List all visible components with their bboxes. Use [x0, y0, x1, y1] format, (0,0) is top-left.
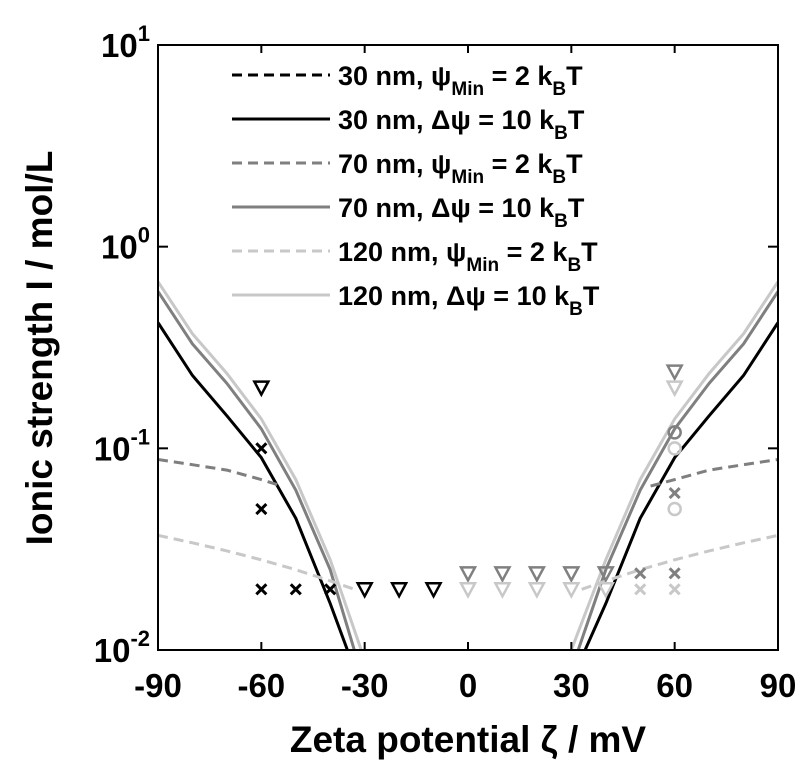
marker-triangle-down-4-5: [665, 380, 684, 398]
marker-triangle-down-4-3: [562, 582, 581, 599]
legend-label-part-3-4: T: [568, 193, 585, 223]
data-markers: [252, 364, 684, 599]
mirror-curve-2: [569, 280, 778, 650]
legend-label-part-4-1: Min: [466, 255, 499, 276]
marker-triangle-down-2-2: [527, 566, 546, 583]
marker-x-5-1: [668, 583, 681, 596]
legend-label-part-0-3: B: [552, 79, 566, 100]
marker-triangle-down-2-0: [458, 566, 478, 583]
legend-label-part-0-4: T: [566, 61, 583, 91]
legend-label-part-2-3: B: [552, 167, 566, 188]
legend-label-part-4-3: B: [567, 255, 581, 276]
legend-label-part-0-1: Min: [451, 79, 484, 100]
legend-label-part-5-3: B: [569, 299, 583, 320]
legend-label-2: 70 nm, ψMin = 2 kBT: [338, 149, 583, 188]
legend-label-part-2-1: Min: [451, 167, 484, 188]
marker-x-1-2: [255, 583, 268, 596]
marker-triangle-down-2-4: [596, 566, 615, 583]
legend-label-4: 120 nm, ψMin = 2 kBT: [338, 237, 598, 276]
y-tick-base-3: 10: [101, 27, 138, 64]
series-line-4: [158, 533, 355, 591]
y-tick-exponent-2: 0: [138, 223, 150, 248]
y-tick-exponent-0: -2: [130, 626, 150, 651]
marker-triangle-down-0-0: [252, 380, 271, 398]
y-tick-exponent-1: -1: [130, 424, 150, 449]
y-tick-base-2: 10: [101, 229, 138, 266]
legend-label-part-2-2: = 2 k: [484, 149, 553, 179]
x-tick-label-2: -30: [341, 667, 389, 704]
mirror-curve-3: [650, 458, 778, 488]
legend-label-part-3-3: B: [554, 211, 568, 232]
marker-triangle-down-4-4: [596, 582, 615, 599]
marker-triangle-down-4-0: [458, 582, 478, 599]
marker-x-1-4: [324, 583, 337, 596]
marker-x-3-0: [634, 567, 647, 580]
series-line-3: [158, 290, 356, 650]
marker-x-1-0: [255, 442, 268, 455]
x-tick-label-0: -90: [134, 667, 182, 704]
series-line-1: [158, 321, 349, 650]
y-tick-exponent-3: 1: [138, 21, 150, 46]
marker-x-3-2: [668, 487, 681, 500]
series-line-5: [158, 280, 363, 650]
legend-label-part-1-3: B: [554, 123, 568, 144]
marker-x-3-1: [668, 567, 681, 580]
x-tick-label-6: 90: [760, 667, 797, 704]
x-tick-label-1: -60: [237, 667, 285, 704]
y-tick-base-0: 10: [94, 632, 131, 669]
mirror-curve-0: [583, 321, 778, 650]
series-line-2: [158, 458, 283, 488]
marker-x-1-3: [289, 583, 302, 596]
marker-triangle-down-4-1: [493, 582, 512, 599]
legend-label-5: 120 nm, Δψ = 10 kBT: [338, 281, 600, 320]
y-tick-label-1: 10-1: [94, 424, 150, 467]
legend-label-part-4-0: 120 nm, ψ: [338, 237, 466, 267]
legend-label-part-4-4: T: [581, 237, 598, 267]
marker-triangle-down-2-5: [665, 364, 684, 382]
marker-circle-7-0: [667, 441, 682, 456]
marker-x-1-1: [255, 502, 268, 516]
marker-triangle-down-2-3: [562, 566, 581, 583]
marker-triangle-down-4-2: [527, 582, 546, 599]
marker-triangle-down-0-3: [424, 582, 443, 599]
legend-label-part-3-0: 70 nm, Δψ = 10 k: [338, 193, 555, 223]
legend-label-part-5-0: 120 nm, Δψ = 10 k: [338, 281, 570, 311]
legend-label-0: 30 nm, ψMin = 2 kBT: [338, 61, 583, 100]
legend-label-part-1-0: 30 nm, Δψ = 10 k: [338, 105, 555, 135]
marker-triangle-down-2-1: [493, 566, 512, 583]
y-tick-label-3: 101: [101, 21, 150, 64]
legend-label-3: 70 nm, Δψ = 10 kBT: [338, 193, 585, 232]
legend-label-part-0-0: 30 nm, ψ: [338, 61, 451, 91]
y-axis-label: Ionic strength I / mol/L: [19, 151, 60, 546]
marker-circle-6-0: [667, 425, 682, 440]
x-axis-label: Zeta potential ζ / mV: [290, 719, 647, 760]
legend-label-part-1-4: T: [568, 105, 585, 135]
legend-label-part-2-0: 70 nm, ψ: [338, 149, 451, 179]
marker-x-5-0: [634, 583, 647, 596]
x-tick-label-3: 0: [459, 667, 477, 704]
legend-label-part-4-2: = 2 k: [499, 237, 568, 267]
y-tick-base-1: 10: [94, 430, 131, 467]
y-tick-label-0: 10-2: [94, 626, 150, 669]
x-tick-label-5: 60: [656, 667, 693, 704]
marker-triangle-down-0-1: [355, 582, 374, 599]
legend-label-part-2-4: T: [566, 149, 583, 179]
x-axis-ticks: -90 -60 -30 0 30 60 90: [134, 45, 796, 704]
marker-triangle-down-0-2: [390, 582, 409, 599]
mirror-curve-1: [576, 290, 778, 650]
y-tick-label-2: 100: [101, 223, 150, 266]
legend-label-part-0-2: = 2 k: [484, 61, 553, 91]
legend-label-1: 30 nm, Δψ = 10 kBT: [338, 105, 585, 144]
legend-label-part-5-4: T: [583, 281, 600, 311]
marker-circle-7-1: [667, 501, 682, 517]
x-tick-label-4: 30: [553, 667, 590, 704]
